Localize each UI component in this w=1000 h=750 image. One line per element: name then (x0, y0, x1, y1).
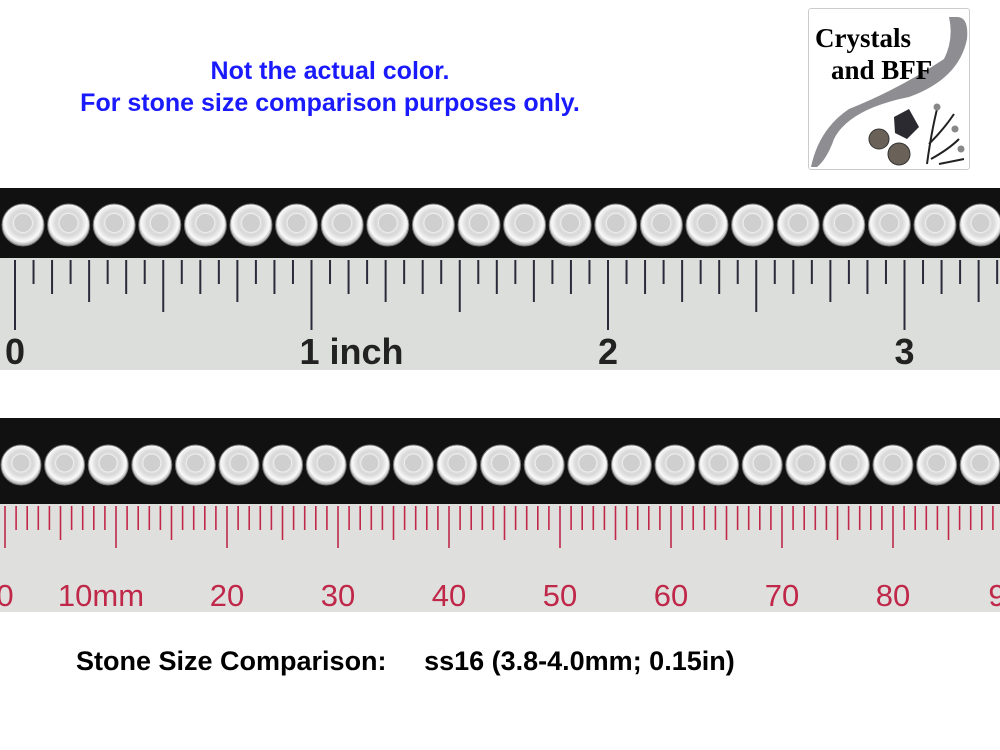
rhinestone-facet (796, 453, 816, 473)
rhinestone-facet (316, 453, 336, 473)
rhinestone-facet (651, 213, 672, 233)
rhinestone-facet (534, 453, 554, 473)
rhinestone-facet (605, 213, 626, 233)
rhinestone-facet (11, 453, 31, 473)
rhinestone-facet (58, 213, 79, 233)
inch-ruler (0, 258, 1000, 370)
mm-label: 9 (988, 578, 1000, 613)
rhinestone-facet (377, 213, 398, 233)
inch-label: 2 (598, 331, 618, 372)
rhinestone-facet (241, 213, 261, 233)
rhinestone-facet (970, 213, 991, 233)
inch-label: 3 (894, 331, 914, 372)
rhinestone-facet (879, 213, 900, 233)
inch-label: 1 inch (299, 331, 403, 372)
rhinestone-facet (229, 453, 249, 473)
rhinestone-facet (469, 213, 489, 233)
rhinestone-facet (927, 453, 947, 473)
rhinestone-facet (286, 213, 307, 233)
mm-label: 20 (210, 578, 244, 613)
notice-line-1: Not the actual color. (210, 57, 450, 85)
rhinestone-facet (578, 453, 598, 473)
rhinestone-facet (13, 213, 33, 233)
brand-logo: Crystals and BFF (808, 8, 970, 170)
caption: Stone Size Comparison: ss16 (3.8-4.0mm; … (76, 646, 735, 677)
rhinestone-facet (104, 213, 125, 233)
rhinestone-facet (149, 213, 170, 233)
rhinestone-facet (925, 213, 945, 233)
mm-label: 70 (765, 578, 799, 613)
mm-label: 10mm (58, 578, 144, 613)
rhinestone-facet (697, 213, 717, 233)
rhinestone-facet (273, 453, 293, 473)
rhinestone-facet (709, 453, 729, 473)
rhinestone-facet (560, 213, 581, 233)
notice-line-2: For stone size comparison purposes only. (80, 89, 580, 117)
rhinestone-facet (491, 453, 511, 473)
mm-label: 60 (654, 578, 688, 613)
mm-label: 80 (876, 578, 910, 613)
rhinestone-facet (185, 453, 205, 473)
rhinestone-facet (423, 213, 444, 233)
mm-label: 0 (0, 578, 14, 613)
svg-text:Crystals: Crystals (815, 23, 911, 53)
rhinestone-facet (514, 213, 535, 233)
rhinestone-facet (742, 213, 763, 233)
rhinestone-facet (752, 453, 772, 473)
rhinestone-facet (621, 453, 641, 473)
mm-label: 50 (543, 578, 577, 613)
rhinestone-facet (98, 453, 118, 473)
rhinestone-facet (142, 453, 162, 473)
caption-value: ss16 (3.8-4.0mm; 0.15in) (424, 646, 735, 676)
rhinestone-facet (403, 453, 423, 473)
rhinestone-facet (839, 453, 859, 473)
rhinestone-facet (970, 453, 990, 473)
mm-label: 30 (321, 578, 355, 613)
rhinestone-facet (360, 453, 380, 473)
caption-label: Stone Size Comparison: (76, 646, 387, 676)
svg-text:and BFF: and BFF (831, 55, 932, 85)
rhinestone-facet (788, 213, 809, 233)
rhinestone-facet (55, 453, 75, 473)
rhinestone-facet (665, 453, 685, 473)
rhinestone-facet (833, 213, 854, 233)
rhinestone-facet (195, 213, 216, 233)
rhinestone-facet (883, 453, 903, 473)
inch-label: 0 (5, 331, 25, 372)
mm-ruler (0, 504, 1000, 612)
rhinestone-facet (447, 453, 467, 473)
mm-label: 40 (432, 578, 466, 613)
rhinestone-facet (332, 213, 353, 233)
